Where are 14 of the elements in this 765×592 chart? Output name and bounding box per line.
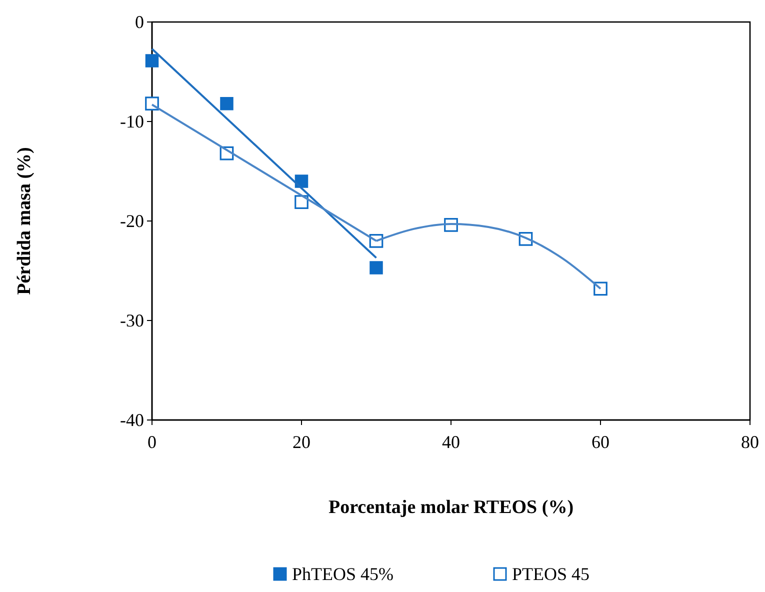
y-tick-label: -20 — [120, 210, 144, 231]
legend-label: PhTEOS 45% — [292, 564, 394, 584]
y-tick-label: -30 — [120, 310, 144, 330]
x-tick-label: 60 — [592, 432, 610, 452]
x-tick-label: 40 — [442, 432, 460, 452]
x-tick-label: 80 — [741, 432, 759, 452]
legend-label: PTEOS 45 — [512, 564, 590, 584]
y-tick-label: 0 — [135, 12, 144, 32]
x-tick-label: 0 — [148, 432, 156, 452]
y-axis-title: Pérdida masa (%) — [14, 147, 35, 295]
y-tick-label: -10 — [120, 111, 144, 132]
x-axis-title: Porcentaje molar RTEOS (%) — [328, 497, 574, 518]
y-tick-label: -40 — [120, 410, 144, 430]
x-tick-label: 20 — [292, 432, 310, 452]
